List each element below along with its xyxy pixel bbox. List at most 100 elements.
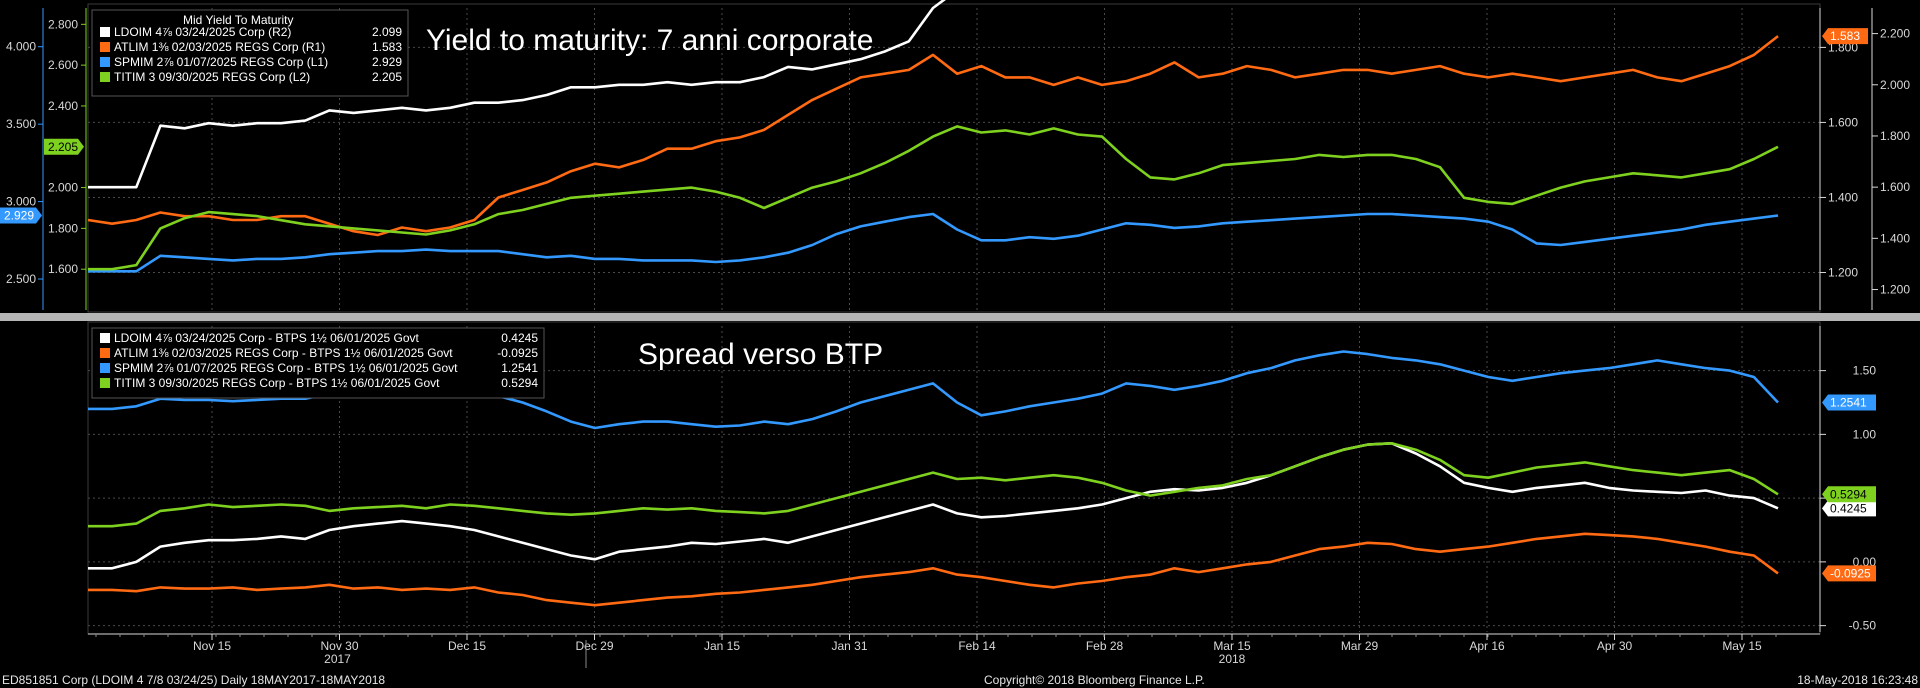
series-line-white <box>88 0 946 189</box>
top-grid <box>88 8 1820 310</box>
last-value-badges: 2.0991.5832.9292.2050.4245-0.09251.25410… <box>0 28 1876 582</box>
series-line-green <box>88 441 1779 528</box>
legend-label: SPMIM 2⅞ 01/07/2025 REGS Corp (L1) <box>114 55 328 69</box>
axis-R2-label: 1.600 <box>1880 180 1910 194</box>
legend-value: 2.929 <box>372 55 402 69</box>
value-badge: 2.205 <box>44 138 84 155</box>
legend-label: TITIM 3 09/30/2025 REGS Corp (L2) <box>114 70 310 84</box>
x-tick-label: Jan 15 <box>704 639 740 653</box>
legend-value: 2.205 <box>372 70 402 84</box>
value-badge: -0.0925 <box>1822 565 1876 582</box>
axis-L2-label: 2.000 <box>48 181 78 195</box>
legend-swatch-white <box>100 333 110 343</box>
axis-R2-label: 1.800 <box>1880 129 1910 143</box>
value-badge-text: 2.929 <box>4 209 34 223</box>
value-badge-bg <box>1822 394 1876 411</box>
axis-spread-label: -0.50 <box>1849 619 1877 633</box>
bottom-chart-title: Spread verso BTP <box>638 338 883 371</box>
legend-label: LDOIM 4⅞ 03/24/2025 Corp - BTPS 1½ 06/01… <box>114 331 420 345</box>
axis-spread-label: 1.00 <box>1853 427 1877 441</box>
axis-L2-label: 2.800 <box>48 17 78 31</box>
x-year-label: 2017 <box>324 652 351 666</box>
value-badge-bg <box>1822 28 1868 45</box>
axis-R2-label: 2.200 <box>1880 27 1910 41</box>
legend-swatch-blue <box>100 363 110 373</box>
axis-L1-label: 3.000 <box>6 195 36 209</box>
legend-label: ATLIM 1⅜ 02/03/2025 REGS Corp (R1) <box>114 40 325 54</box>
legend-value: 2.099 <box>372 25 402 39</box>
legend-swatch-green <box>100 72 110 82</box>
legend-value: 1.583 <box>372 40 402 54</box>
value-badge: 1.583 <box>1822 28 1868 45</box>
legend-value: 1.2541 <box>501 361 538 375</box>
bottom-grid <box>88 326 1820 632</box>
x-tick-label: Apr 30 <box>1597 639 1633 653</box>
legend-swatch-orange <box>100 348 110 358</box>
axis-R1-label: 1.600 <box>1828 115 1858 129</box>
value-badge-text: 2.205 <box>48 140 78 154</box>
footer-timestamp: 18-May-2018 16:23:48 <box>1797 673 1918 687</box>
axis-L1-label: 4.000 <box>6 40 36 54</box>
x-tick-label: Dec 15 <box>448 639 486 653</box>
x-tick-label: Feb 14 <box>958 639 996 653</box>
x-tick-label: Nov 30 <box>320 639 358 653</box>
legend-swatch-orange <box>100 42 110 52</box>
series-line-green <box>88 125 1779 271</box>
legend-label: ATLIM 1⅜ 02/03/2025 REGS Corp - BTPS 1½ … <box>114 346 453 360</box>
axis-R1-label: 1.400 <box>1828 190 1858 204</box>
axis-L2-label: 2.600 <box>48 58 78 72</box>
legend-value: -0.0925 <box>497 346 538 360</box>
legend-swatch-white <box>100 27 110 37</box>
legend-label: TITIM 3 09/30/2025 REGS Corp - BTPS 1½ 0… <box>114 376 440 390</box>
value-badge-bg <box>1822 565 1876 582</box>
series-line-orange <box>87 35 1779 237</box>
x-tick-label: Dec 29 <box>575 639 613 653</box>
axis-L1-label: 2.500 <box>6 272 36 286</box>
value-badge-bg <box>1822 486 1876 503</box>
axis-L1-label: 3.500 <box>6 117 36 131</box>
value-badge-bg <box>1822 500 1876 517</box>
axis-R2-label: 2.000 <box>1880 78 1910 92</box>
top-legend-title: Mid Yield To Maturity <box>183 13 294 27</box>
top-legend: Mid Yield To Maturity LDOIM 4⅞ 03/24/202… <box>91 9 409 97</box>
x-tick-label: Feb 28 <box>1086 639 1124 653</box>
top-chart-title: Yield to maturity: 7 anni corporate <box>426 24 873 57</box>
axis-L2-label: 2.400 <box>48 99 78 113</box>
bottom-legend: LDOIM 4⅞ 03/24/2025 Corp - BTPS 1½ 06/01… <box>91 327 545 399</box>
footer-security-info: ED851851 Corp (LDOIM 4 7/8 03/24/25) Dai… <box>2 673 385 687</box>
legend-value: 0.5294 <box>501 376 538 390</box>
value-badge-text: 1.2541 <box>1830 396 1867 410</box>
axis-R2-label: 1.400 <box>1880 231 1910 245</box>
top-series-lines <box>87 0 1779 273</box>
axis-spread-label: 1.50 <box>1853 364 1877 378</box>
axis-L2-label: 1.600 <box>48 262 78 276</box>
value-badge-text: 0.4245 <box>1830 501 1867 515</box>
axis-R1-label: 1.200 <box>1828 265 1858 279</box>
value-badge-text: 1.583 <box>1830 29 1860 43</box>
axis-L2-label: 1.800 <box>48 221 78 235</box>
x-tick-label: May 15 <box>1722 639 1762 653</box>
x-year-label: 2018 <box>1219 652 1246 666</box>
value-badge: 2.929 <box>0 207 42 224</box>
series-line-blue <box>88 212 1779 273</box>
x-tick-label: Mar 29 <box>1341 639 1379 653</box>
x-tick-label: Jan 31 <box>831 639 867 653</box>
value-badge: 1.2541 <box>1822 394 1876 411</box>
value-badge: 0.5294 <box>1822 486 1876 503</box>
value-badge: 0.4245 <box>1822 500 1876 517</box>
x-tick-label: Mar 15 <box>1213 639 1251 653</box>
x-tick-label: Apr 16 <box>1469 639 1505 653</box>
value-badge-text: 0.5294 <box>1830 487 1867 501</box>
legend-label: SPMIM 2⅞ 01/07/2025 REGS Corp - BTPS 1½ … <box>114 361 458 375</box>
x-tick-label: Nov 15 <box>193 639 231 653</box>
legend-swatch-green <box>100 378 110 388</box>
legend-label: LDOIM 4⅞ 03/24/2025 Corp (R2) <box>114 25 291 39</box>
panel-divider[interactable] <box>0 313 1920 321</box>
value-badge-bg <box>44 138 84 155</box>
series-line-white <box>88 441 1779 570</box>
value-badge-bg <box>0 207 42 224</box>
legend-swatch-blue <box>100 57 110 67</box>
series-line-orange <box>88 532 1779 607</box>
footer-copyright: Copyright© 2018 Bloomberg Finance L.P. <box>984 673 1205 687</box>
